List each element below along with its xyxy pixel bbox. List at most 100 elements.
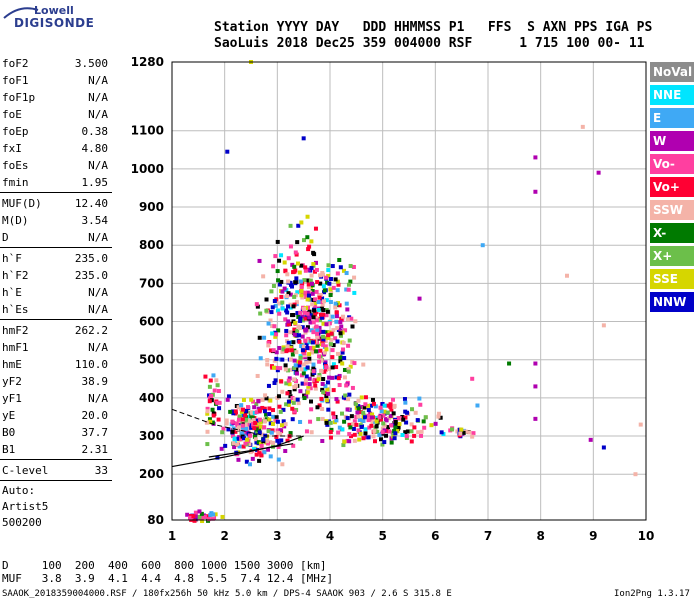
- echo-point: [309, 399, 314, 404]
- echo-point: [259, 453, 264, 458]
- param-value: 38.9: [81, 375, 109, 388]
- echo-point: [247, 462, 252, 467]
- echo-point: [320, 438, 325, 443]
- echo-point: [264, 396, 269, 401]
- echo-point: [275, 308, 280, 313]
- echo-point: [286, 402, 291, 407]
- echo-point: [291, 270, 296, 275]
- echo-point: [340, 361, 345, 366]
- echo-point: [333, 277, 338, 282]
- echo-point: [328, 435, 333, 440]
- param-row: foF2 3.500: [0, 55, 112, 72]
- param-row: hmF1 N/A: [0, 339, 112, 356]
- echo-point: [601, 323, 606, 328]
- echo-point: [270, 305, 275, 310]
- param-row: fxI 4.80: [0, 140, 112, 157]
- echo-point: [341, 341, 346, 346]
- echo-point: [309, 430, 314, 435]
- echo-point: [533, 384, 538, 389]
- param-separator: [0, 480, 112, 481]
- echo-point: [302, 396, 307, 401]
- echo-point: [335, 326, 340, 331]
- echo-point: [303, 290, 308, 295]
- echo-point: [310, 289, 315, 294]
- echo-point: [322, 369, 327, 374]
- echo-point: [266, 340, 271, 345]
- plot-frame: [171, 61, 647, 521]
- echo-point: [291, 313, 296, 318]
- echo-point: [338, 331, 343, 336]
- echo-point: [286, 399, 291, 404]
- echo-point: [254, 410, 259, 415]
- echo-point: [294, 276, 299, 281]
- echo-point: [385, 425, 390, 430]
- echo-point: [260, 405, 265, 410]
- echo-point: [459, 427, 464, 432]
- echo-point: [370, 397, 375, 402]
- echo-point: [320, 407, 325, 412]
- echo-point: [423, 415, 428, 420]
- echo-point: [311, 330, 316, 335]
- echo-point: [336, 430, 341, 435]
- echo-point: [291, 304, 296, 309]
- echo-point: [334, 310, 339, 315]
- legend-item: Vo-: [650, 154, 694, 174]
- echo-point: [312, 378, 317, 383]
- echo-point: [325, 387, 330, 392]
- echo-point: [321, 284, 326, 289]
- echo-point: [276, 457, 281, 462]
- echo-point: [342, 375, 347, 380]
- echo-point: [273, 254, 278, 259]
- echo-point: [246, 422, 251, 427]
- echo-point: [330, 348, 335, 353]
- echo-point: [366, 413, 371, 418]
- param-value: 3.500: [74, 57, 108, 70]
- echo-point: [257, 408, 262, 413]
- echo-point: [421, 419, 426, 424]
- echo-point: [296, 314, 301, 319]
- echo-point: [328, 287, 333, 292]
- echo-point: [200, 519, 205, 524]
- echo-point: [308, 313, 313, 318]
- echo-point: [296, 223, 301, 228]
- echo-point: [358, 410, 363, 415]
- echo-point: [251, 423, 256, 428]
- param-row: MUF(D) 12.40: [0, 195, 112, 212]
- echo-point: [391, 411, 396, 416]
- echo-point: [338, 265, 343, 270]
- echo-point: [324, 420, 329, 425]
- echo-point: [363, 402, 368, 407]
- param-name: fxI: [2, 142, 22, 155]
- echo-point: [285, 438, 290, 443]
- echo-point: [210, 420, 215, 425]
- echo-point: [282, 424, 287, 429]
- echo-point: [388, 402, 393, 407]
- echo-point: [325, 330, 330, 335]
- echo-point: [207, 384, 212, 389]
- param-value: N/A: [88, 392, 108, 405]
- echo-point: [323, 384, 328, 389]
- echo-point: [254, 427, 259, 432]
- echo-point: [207, 417, 212, 422]
- echo-point: [336, 376, 341, 381]
- echo-point: [313, 312, 318, 317]
- echo-point: [233, 411, 238, 416]
- echo-point: [244, 459, 249, 464]
- echo-point: [338, 333, 343, 338]
- echo-point: [346, 282, 351, 287]
- echo-point: [199, 511, 204, 516]
- echo-point: [299, 344, 304, 349]
- echo-point: [327, 281, 332, 286]
- echo-point: [356, 404, 361, 409]
- echo-point: [340, 427, 345, 432]
- echo-point: [334, 397, 339, 402]
- echo-point: [302, 306, 307, 311]
- echo-point: [258, 356, 263, 361]
- echo-point: [342, 356, 347, 361]
- echo-point: [344, 287, 349, 292]
- echo-point: [279, 279, 284, 284]
- echo-point: [268, 454, 273, 459]
- param-name: yE: [2, 409, 16, 422]
- param-row: yE 20.0: [0, 407, 112, 424]
- echo-point: [245, 437, 250, 442]
